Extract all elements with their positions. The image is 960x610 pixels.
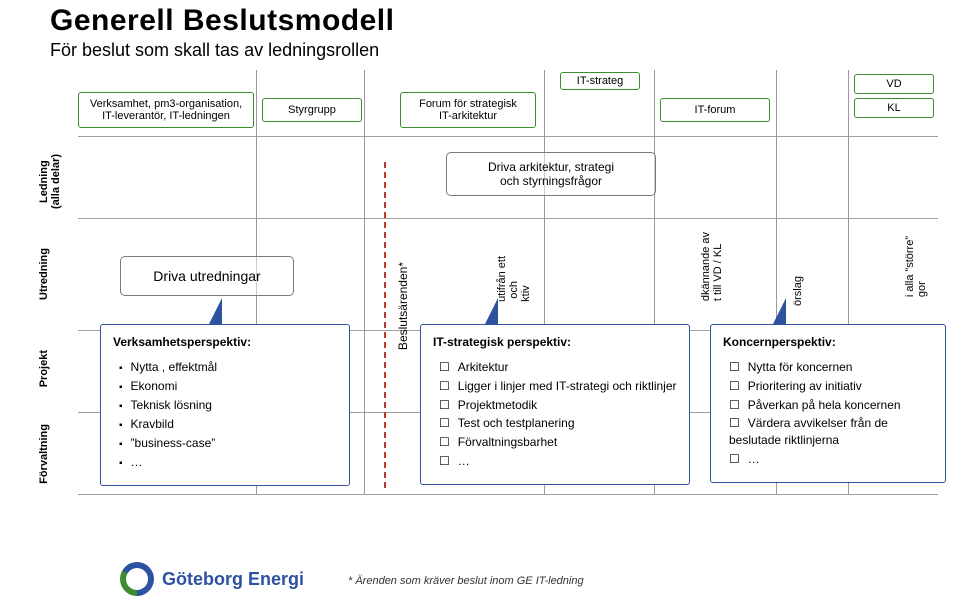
title-text: Generell Beslutsmodell xyxy=(50,4,394,38)
card3-item: Nytta för koncernen xyxy=(729,359,933,376)
lane-vd: VD xyxy=(854,74,934,94)
card2-item: … xyxy=(439,453,677,470)
lane-it-strateg: IT-strateg xyxy=(560,72,640,90)
lane-verksamhet: Verksamhet, pm3-organisation, IT-leveran… xyxy=(78,92,254,128)
subtitle-text: För beslut som skall tas av ledningsroll… xyxy=(50,40,394,61)
action-driva-utredningar: Driva utredningar xyxy=(120,256,294,296)
card1-item: Teknisk lösning xyxy=(119,397,337,414)
frag-godk: dkännande av t till VD / KL xyxy=(700,232,724,301)
card1-item: Kravbild xyxy=(119,416,337,433)
rowlabel-utredning: Utredning xyxy=(38,248,50,300)
card1-item: … xyxy=(119,454,337,471)
card2-item: Arkitektur xyxy=(439,359,677,376)
card-koncern: Koncernperspektiv: Nytta för koncernen P… xyxy=(710,324,946,483)
rowlabel-forvaltning: Förvaltning xyxy=(38,424,50,484)
card1-item: Nytta , effektmål xyxy=(119,359,337,376)
hline-5 xyxy=(78,494,938,495)
page-title: Generell Beslutsmodell För beslut som sk… xyxy=(50,4,394,61)
card3-tail xyxy=(772,298,786,326)
lane-kl: KL xyxy=(854,98,934,118)
card3-item: Prioritering av initiativ xyxy=(729,378,933,395)
rowlabel-ledning: Ledning (alla delar) xyxy=(38,154,62,209)
card3-item: Värdera avvikelser från de beslutade rik… xyxy=(729,415,933,449)
card1-item: Ekonomi xyxy=(119,378,337,395)
frag-utifran: utifrån ett och ktiv xyxy=(496,256,532,302)
card2-item: Ligger i linjer med IT-strategi och rikt… xyxy=(439,378,677,395)
red-dash-divider xyxy=(384,162,386,488)
vline-b xyxy=(364,70,365,494)
hline-1 xyxy=(78,136,938,137)
frag-orslag: örslag xyxy=(792,276,804,306)
card3-list: Nytta för koncernen Prioritering av init… xyxy=(723,359,933,468)
card1-list: Nytta , effektmål Ekonomi Teknisk lösnin… xyxy=(113,359,337,471)
card3-item: Påverkan på hela koncernen xyxy=(729,397,933,414)
logo-icon xyxy=(120,562,154,596)
logo-text: Göteborg Energi xyxy=(162,569,304,590)
card2-item: Projektmetodik xyxy=(439,397,677,414)
card2-header: IT-strategisk perspektiv: xyxy=(433,335,677,349)
lane-styrgrupp: Styrgrupp xyxy=(262,98,362,122)
lane-forum: Forum för strategisk IT-arkitektur xyxy=(400,92,536,128)
frag-alla: i alla ”större” gor xyxy=(904,236,928,297)
card1-header: Verksamhetsperspektiv: xyxy=(113,335,337,349)
card2-item: Test och testplanering xyxy=(439,415,677,432)
footnote: * Ärenden som kräver beslut inom GE IT-l… xyxy=(348,575,584,587)
logo: Göteborg Energi xyxy=(120,562,304,596)
card2-tail xyxy=(484,298,498,326)
card2-list: Arkitektur Ligger i linjer med IT-strate… xyxy=(433,359,677,470)
card2-item: Förvaltningsbarhet xyxy=(439,434,677,451)
rowlabel-projekt: Projekt xyxy=(38,350,50,387)
beslut-vertical-label: Beslutsärenden* xyxy=(396,262,410,350)
card3-header: Koncernperspektiv: xyxy=(723,335,933,349)
card-it-strategisk: IT-strategisk perspektiv: Arkitektur Lig… xyxy=(420,324,690,485)
hline-2 xyxy=(78,218,938,219)
card-verksamhet: Verksamhetsperspektiv: Nytta , effektmål… xyxy=(100,324,350,486)
card1-tail xyxy=(208,298,222,326)
card3-item: … xyxy=(729,451,933,468)
lane-it-forum: IT-forum xyxy=(660,98,770,122)
action-driva-arkitektur: Driva arkitektur, strategi och styrnings… xyxy=(446,152,656,196)
card1-item: ”business-case” xyxy=(119,435,337,452)
